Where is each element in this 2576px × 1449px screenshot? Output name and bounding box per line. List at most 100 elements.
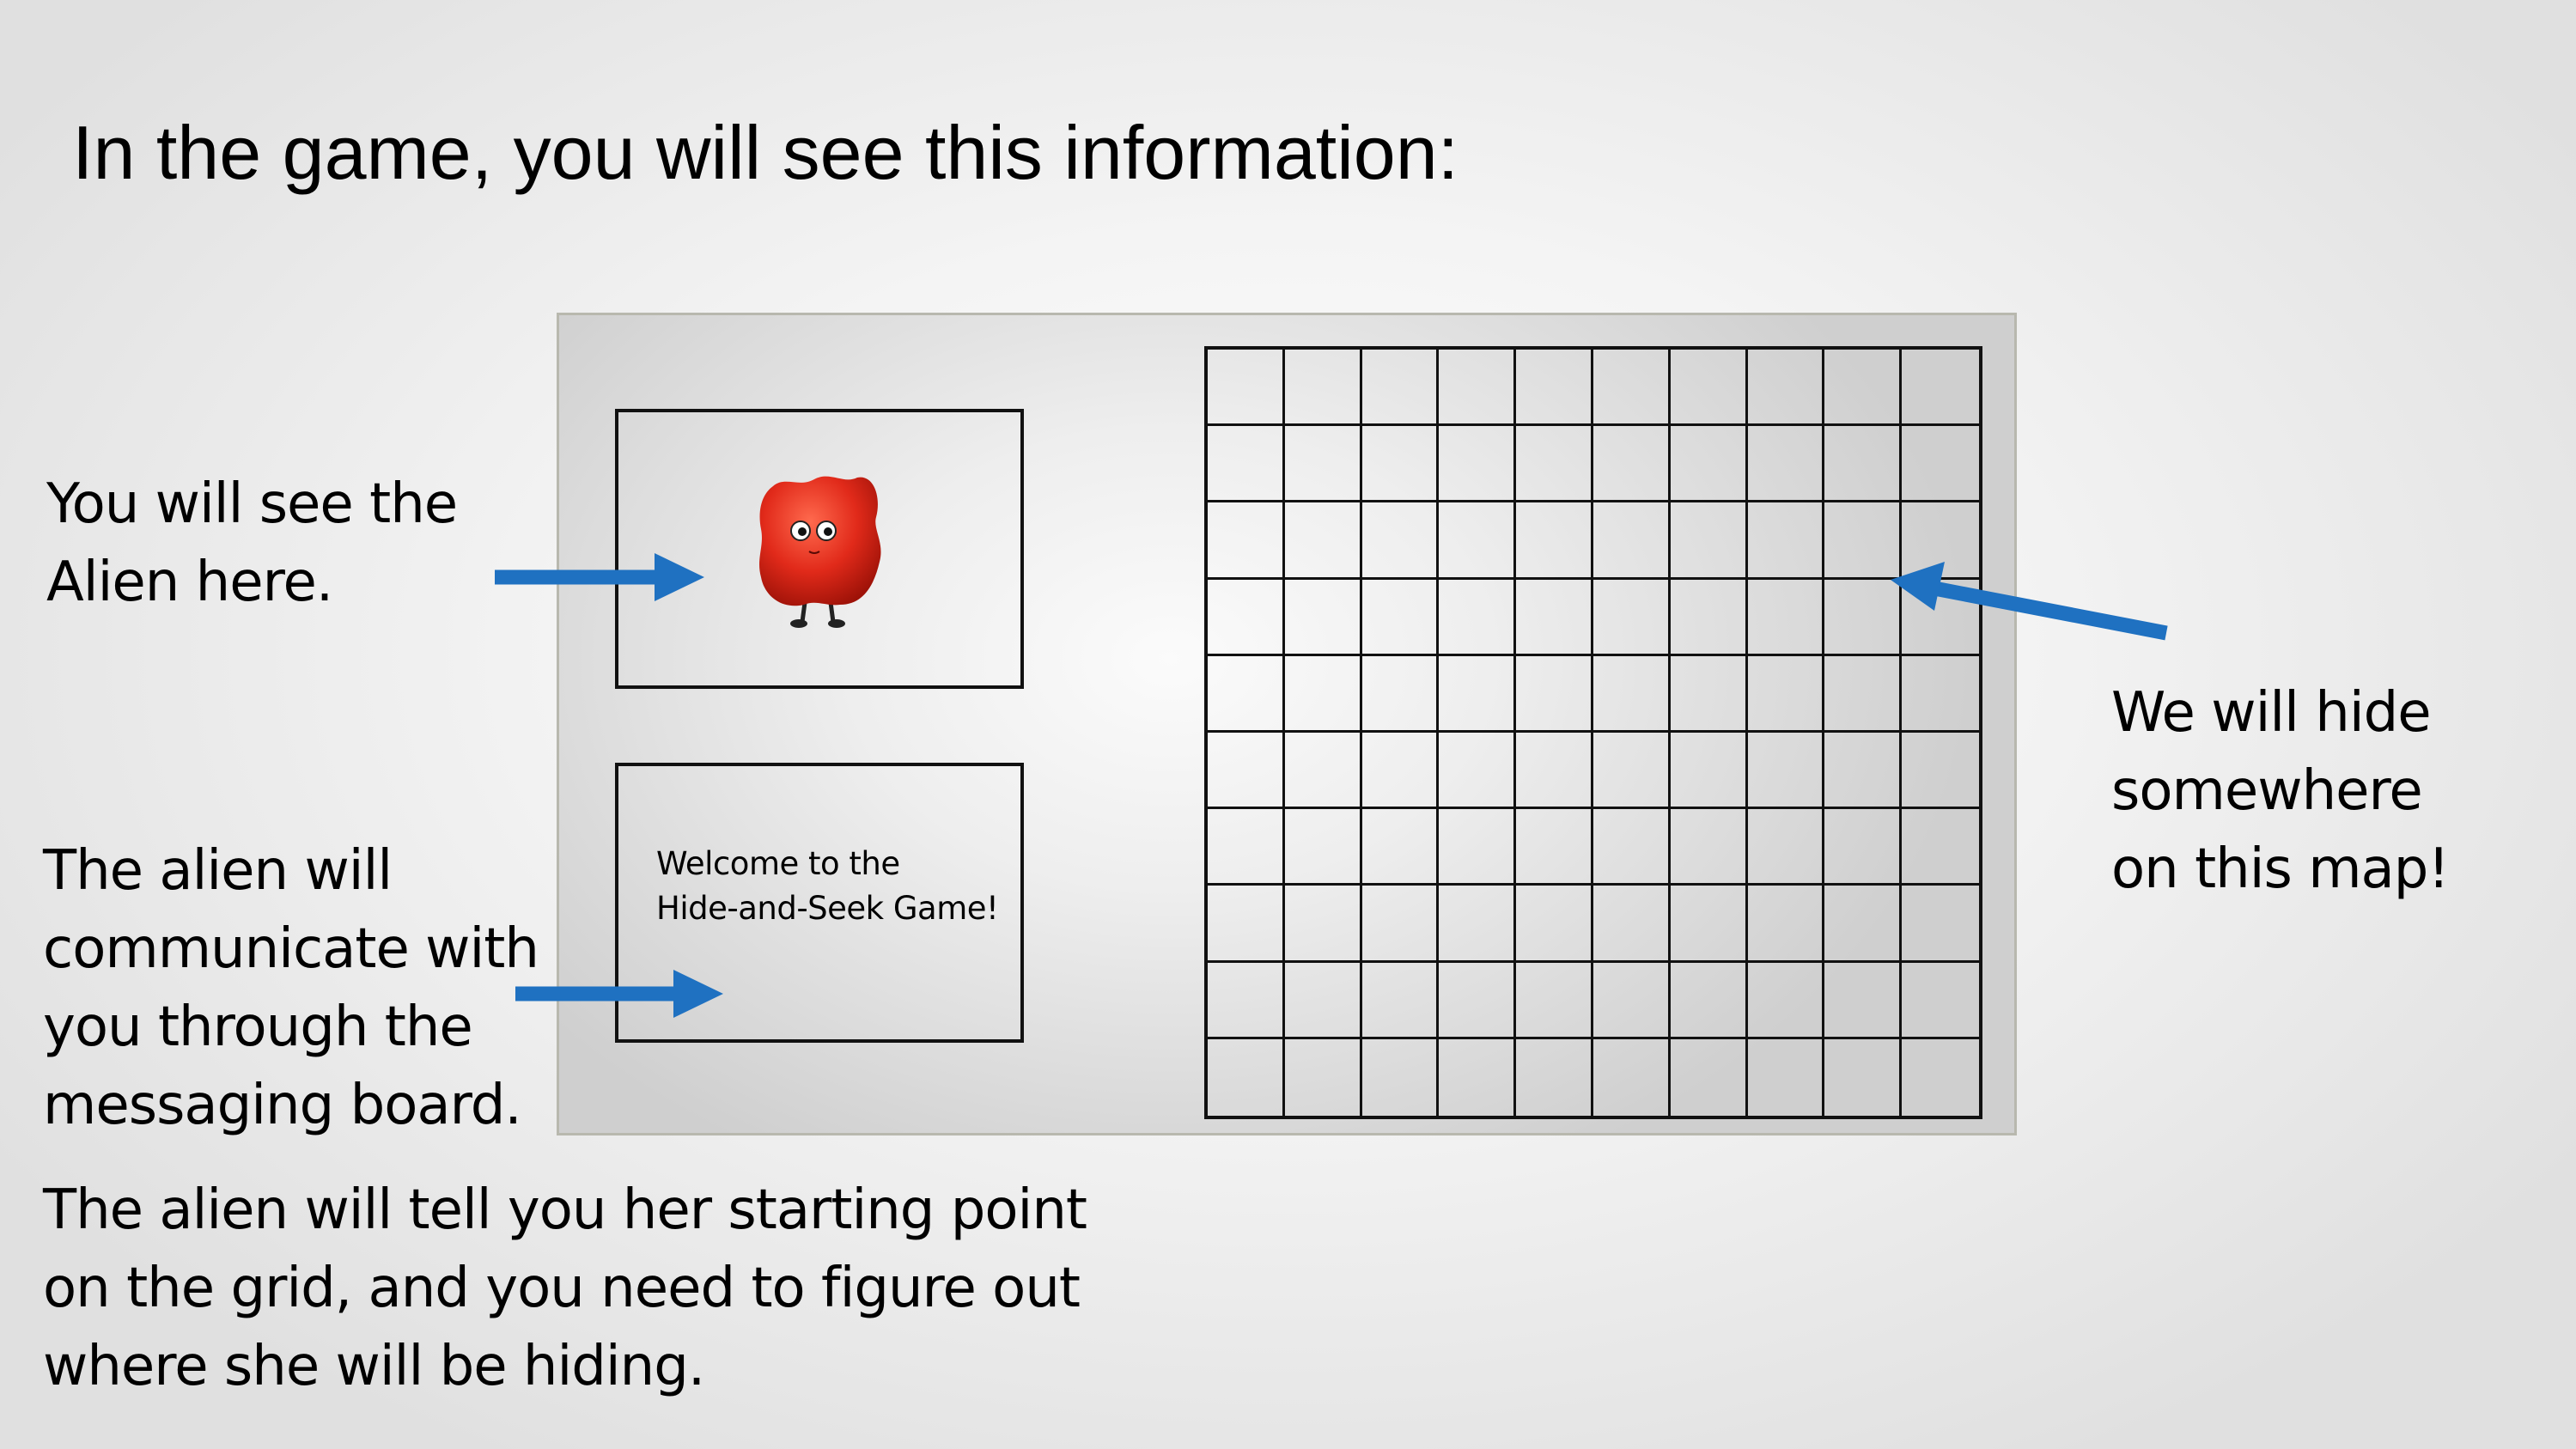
map-cell bbox=[1516, 962, 1593, 1039]
map-cell bbox=[1824, 579, 1903, 656]
map-cell bbox=[1747, 426, 1825, 503]
map-cell bbox=[1516, 426, 1593, 503]
map-cell bbox=[1439, 1038, 1517, 1116]
map-callout: We will hide somewhere on this map! bbox=[2111, 674, 2450, 909]
map-cell bbox=[1824, 502, 1903, 580]
map-cell bbox=[1747, 350, 1825, 427]
hide-and-seek-map-grid bbox=[1204, 346, 1982, 1119]
map-cell bbox=[1902, 963, 1979, 1039]
map-cell bbox=[1439, 732, 1517, 810]
map-cell bbox=[1208, 886, 1285, 963]
map-cell bbox=[1361, 579, 1440, 656]
alien-foot bbox=[790, 619, 807, 628]
map-cell bbox=[1824, 962, 1903, 1039]
map-cell bbox=[1747, 886, 1825, 963]
messaging-callout: The alien will communicate with you thro… bbox=[43, 832, 539, 1145]
map-cell bbox=[1593, 809, 1671, 886]
map-cell bbox=[1361, 350, 1440, 427]
map-cell bbox=[1516, 350, 1593, 427]
callout-line: you through the bbox=[43, 995, 473, 1059]
map-cell bbox=[1670, 579, 1748, 656]
map-cell bbox=[1208, 655, 1285, 733]
map-cell bbox=[1361, 809, 1440, 886]
map-cell bbox=[1361, 502, 1440, 580]
alien-body bbox=[759, 476, 881, 606]
map-cell bbox=[1284, 962, 1362, 1039]
map-cell bbox=[1284, 579, 1362, 656]
map-cell bbox=[1902, 733, 1979, 810]
map-cell bbox=[1208, 962, 1285, 1039]
map-cell bbox=[1747, 579, 1825, 656]
map-cell bbox=[1516, 886, 1593, 963]
map-cell bbox=[1361, 426, 1440, 503]
map-cell bbox=[1593, 1038, 1671, 1116]
alien-mouth bbox=[808, 551, 820, 554]
instructions-line: on the grid, and you need to figure out bbox=[43, 1257, 1081, 1320]
map-cell bbox=[1670, 426, 1748, 503]
map-cell bbox=[1670, 732, 1748, 810]
map-cell bbox=[1593, 732, 1671, 810]
callout-line: You will see the bbox=[46, 472, 458, 536]
map-cell bbox=[1671, 1038, 1748, 1116]
map-cell bbox=[1902, 1039, 1979, 1116]
map-cell bbox=[1284, 732, 1362, 810]
instructions-line: The alien will tell you her starting poi… bbox=[43, 1178, 1087, 1242]
message-text: Welcome to the Hide-and-Seek Game! bbox=[656, 842, 999, 931]
alien-pupil bbox=[824, 527, 832, 536]
map-cell bbox=[1824, 1038, 1903, 1116]
message-line: Hide-and-Seek Game! bbox=[656, 890, 999, 927]
callout-line: We will hide bbox=[2111, 681, 2432, 745]
message-line: Welcome to the bbox=[656, 845, 900, 882]
instructions-text: The alien will tell you her starting poi… bbox=[43, 1172, 1087, 1406]
map-cell bbox=[1208, 426, 1285, 503]
map-cell bbox=[1516, 579, 1593, 656]
map-cell bbox=[1902, 350, 1979, 427]
callout-line: communicate with bbox=[43, 917, 539, 981]
map-cell bbox=[1748, 1038, 1825, 1116]
map-cell bbox=[1284, 655, 1362, 733]
map-cell bbox=[1439, 886, 1517, 963]
map-cell bbox=[1593, 350, 1671, 427]
map-cell bbox=[1284, 426, 1362, 503]
map-cell bbox=[1284, 809, 1362, 886]
map-cell bbox=[1747, 962, 1825, 1039]
callout-line: somewhere bbox=[2111, 759, 2423, 823]
map-cell bbox=[1439, 655, 1517, 733]
alien-callout: You will see the Alien here. bbox=[46, 466, 458, 622]
callout-line: messaging board. bbox=[43, 1074, 522, 1137]
map-cell bbox=[1516, 732, 1593, 810]
map-cell bbox=[1747, 732, 1825, 810]
map-cell bbox=[1362, 1038, 1440, 1116]
map-cell bbox=[1361, 732, 1440, 810]
map-cell bbox=[1516, 655, 1593, 733]
map-cell bbox=[1208, 502, 1285, 580]
map-cell bbox=[1670, 350, 1748, 427]
map-cell bbox=[1824, 886, 1903, 963]
alien-foot bbox=[828, 619, 845, 628]
map-cell bbox=[1747, 655, 1825, 733]
map-cell bbox=[1593, 502, 1671, 580]
map-cell bbox=[1593, 579, 1671, 656]
map-cell bbox=[1902, 426, 1979, 503]
map-cell bbox=[1208, 732, 1285, 810]
map-cell bbox=[1747, 809, 1825, 886]
alien-character bbox=[759, 476, 881, 628]
map-cell bbox=[1361, 962, 1440, 1039]
map-cell bbox=[1439, 809, 1517, 886]
map-cell bbox=[1593, 426, 1671, 503]
map-cell bbox=[1902, 580, 1979, 656]
map-cell bbox=[1902, 886, 1979, 963]
instructions-line: where she will be hiding. bbox=[43, 1335, 705, 1398]
map-cell bbox=[1361, 886, 1440, 963]
map-cell bbox=[1593, 655, 1671, 733]
map-cell bbox=[1208, 809, 1285, 886]
alien-display-box bbox=[615, 409, 1024, 689]
map-cell bbox=[1824, 732, 1903, 810]
map-cell bbox=[1208, 350, 1285, 427]
slide-title: In the game, you will see this informati… bbox=[72, 110, 1459, 195]
map-cell bbox=[1284, 502, 1362, 580]
map-cell bbox=[1284, 886, 1362, 963]
callout-line: Alien here. bbox=[46, 551, 333, 614]
map-cell bbox=[1208, 1038, 1285, 1116]
map-cell bbox=[1670, 962, 1748, 1039]
